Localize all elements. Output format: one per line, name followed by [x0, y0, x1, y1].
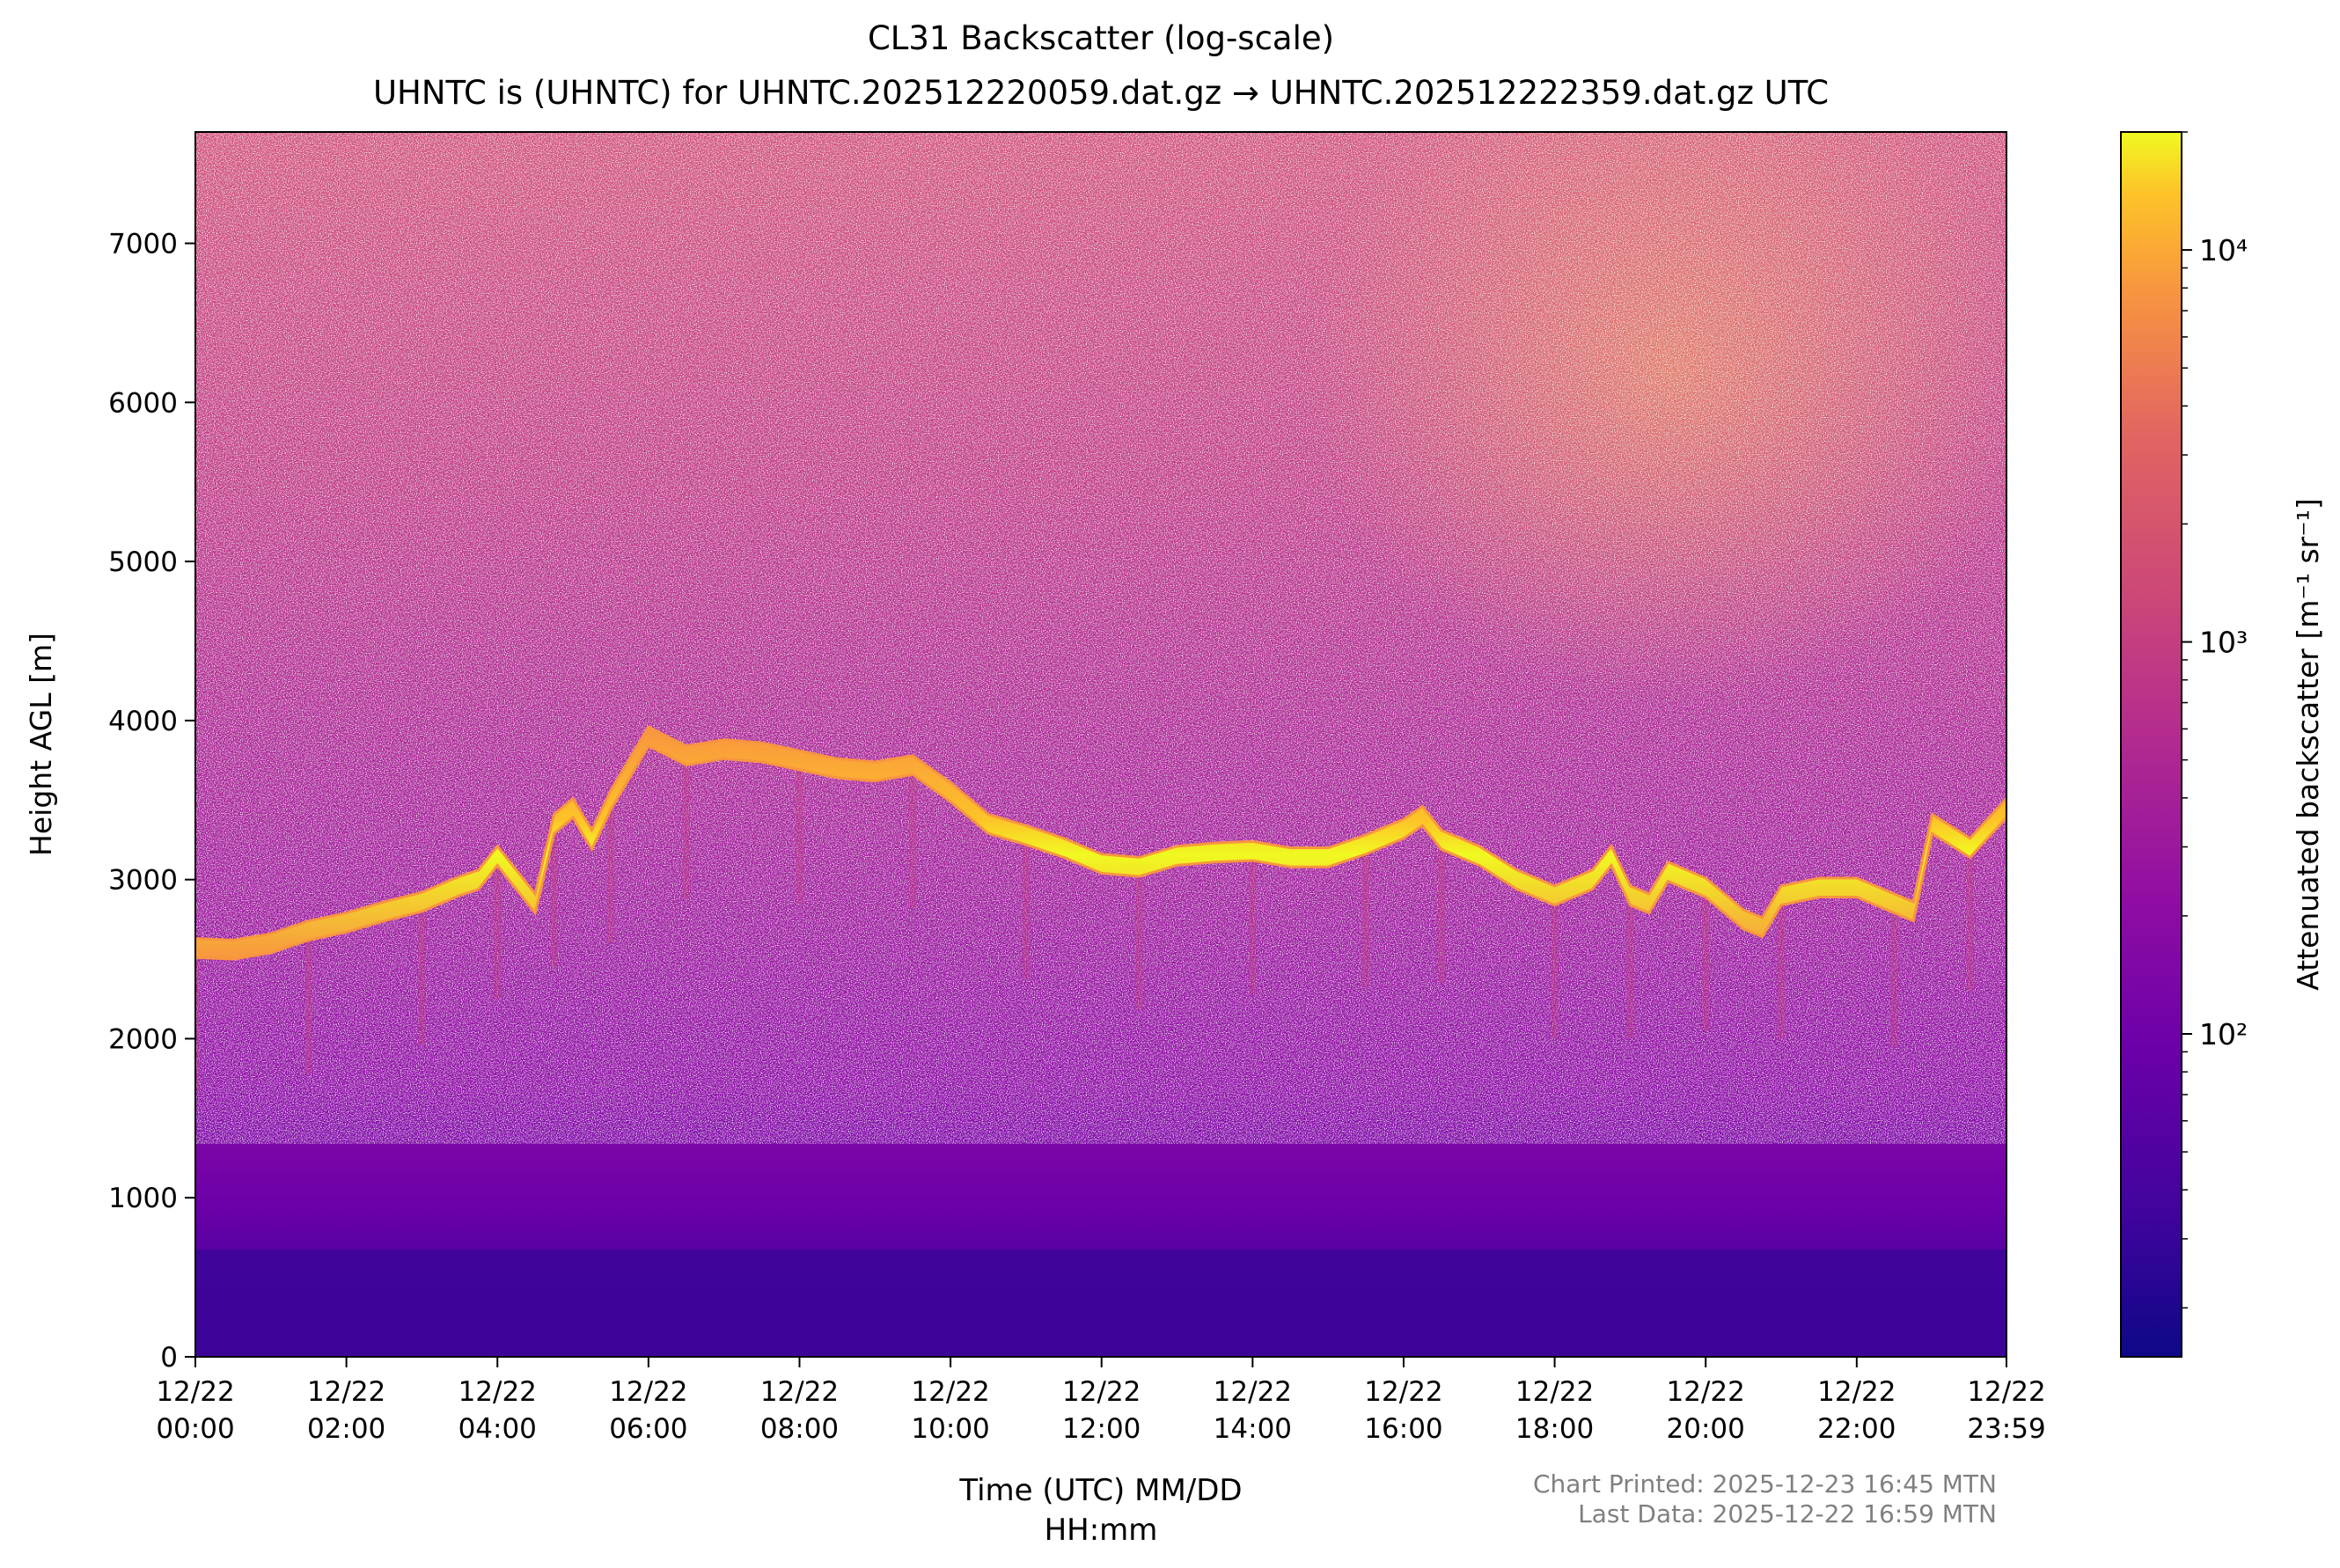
precip-streak [1702, 897, 1710, 1031]
x-tick-date: 12/22 [1214, 1376, 1292, 1408]
x-tick-time: 18:00 [1515, 1413, 1594, 1445]
x-tick-date: 12/22 [1967, 1376, 2045, 1408]
x-axis-label-line2: HH:mm [1045, 1513, 1158, 1548]
cloud-layer-band [195, 725, 2006, 961]
y-tick-label: 7000 [108, 229, 178, 260]
y-tick-label: 2000 [108, 1023, 178, 1055]
x-tick-date: 12/22 [307, 1376, 385, 1408]
x-tick-time: 08:00 [760, 1413, 839, 1445]
precip-streak [550, 833, 558, 968]
x-tick-date: 12/22 [911, 1376, 989, 1408]
x-tick-date: 12/22 [1364, 1376, 1442, 1408]
x-tick-time: 22:00 [1817, 1413, 1896, 1445]
x-tick-date: 12/22 [1515, 1376, 1594, 1408]
precip-streak [1966, 857, 1974, 992]
x-tick-date: 12/22 [1667, 1376, 1745, 1408]
y-tick-label: 1000 [108, 1183, 178, 1214]
precip-streak [682, 765, 690, 899]
chart-footer: Chart Printed: 2025-12-23 16:45 MTN Last… [1533, 1469, 1997, 1529]
x-tick-date: 12/22 [760, 1376, 839, 1408]
x-tick-date: 12/22 [458, 1376, 537, 1408]
x-tick-date: 12/22 [609, 1376, 687, 1408]
y-axis: 0 1000 2000 3000 4000 5000 6000 7000 [108, 229, 195, 1374]
x-tick-time: 23:59 [1967, 1413, 2045, 1445]
x-tick-time: 16:00 [1364, 1413, 1442, 1445]
y-tick-label: 3000 [108, 865, 178, 897]
colorbar-ticks: 10² 10³ 10⁴ [2182, 131, 2248, 1309]
plot-area [195, 132, 2006, 1357]
x-tick-date: 12/22 [156, 1376, 234, 1408]
y-axis-label: Height AGL [m] [24, 633, 58, 856]
x-tick-time: 02:00 [307, 1413, 385, 1445]
precip-streak [1626, 905, 1634, 1039]
printed-timestamp: Chart Printed: 2025-12-23 16:45 MTN [1532, 1469, 1997, 1498]
y-tick-label: 4000 [108, 706, 178, 737]
precip-streak [1022, 844, 1030, 978]
precip-streak [1778, 905, 1786, 1039]
precip-streak [304, 940, 312, 1074]
x-tick-time: 04:00 [458, 1413, 537, 1445]
precip-streak [418, 911, 426, 1045]
precip-streak [195, 957, 199, 1092]
chart-title: CL31 Backscatter (log-scale) [868, 19, 1334, 57]
colorbar-tick-label: 10² [2199, 1017, 2248, 1051]
surface-layer [195, 1249, 2006, 1357]
last-data-timestamp: Last Data: 2025-12-22 16:59 MTN [1578, 1499, 1997, 1528]
precip-streak [606, 810, 614, 943]
x-tick-time: 20:00 [1667, 1413, 1745, 1445]
precip-streak [1249, 860, 1257, 994]
x-tick-date: 12/22 [1817, 1376, 1896, 1408]
noise-speckle [195, 132, 2006, 1144]
chart-subtitle: UHNTC is (UHNTC) for UHNTC.202512220059.… [373, 74, 1829, 112]
x-axis-label-line1: Time (UTC) MM/DD [958, 1473, 1242, 1508]
colorbar-tick-label: 10⁴ [2199, 233, 2248, 267]
precip-streak [1135, 876, 1143, 1010]
x-tick-time: 06:00 [609, 1413, 687, 1445]
precip-streak [1551, 905, 1559, 1039]
precip-streak [494, 865, 502, 1000]
x-tick-time: 10:00 [911, 1413, 989, 1445]
x-tick-time: 12:00 [1062, 1413, 1141, 1445]
x-tick-time: 14:00 [1214, 1413, 1292, 1445]
cloud-layer-group [195, 725, 2006, 1092]
y-tick-label: 0 [160, 1342, 178, 1374]
x-axis: 12/22 00:00 12/22 02:00 12/22 04:00 12/22 06:00… [156, 1357, 2046, 1445]
x-tick-date: 12/22 [1062, 1376, 1141, 1408]
colorbar [2120, 131, 2182, 1358]
y-tick-label: 6000 [108, 387, 178, 419]
precip-streak [909, 774, 917, 909]
colorbar-tick-label: 10³ [2199, 626, 2248, 660]
x-tick-time: 00:00 [156, 1413, 234, 1445]
y-tick-label: 5000 [108, 546, 178, 578]
colorbar-label: Attenuated backscatter [m⁻¹ sr⁻¹] [2291, 498, 2325, 991]
precip-streak [1437, 849, 1445, 984]
precip-streak [796, 769, 803, 904]
precip-streak [1890, 912, 1898, 1047]
precip-streak [1362, 854, 1370, 988]
